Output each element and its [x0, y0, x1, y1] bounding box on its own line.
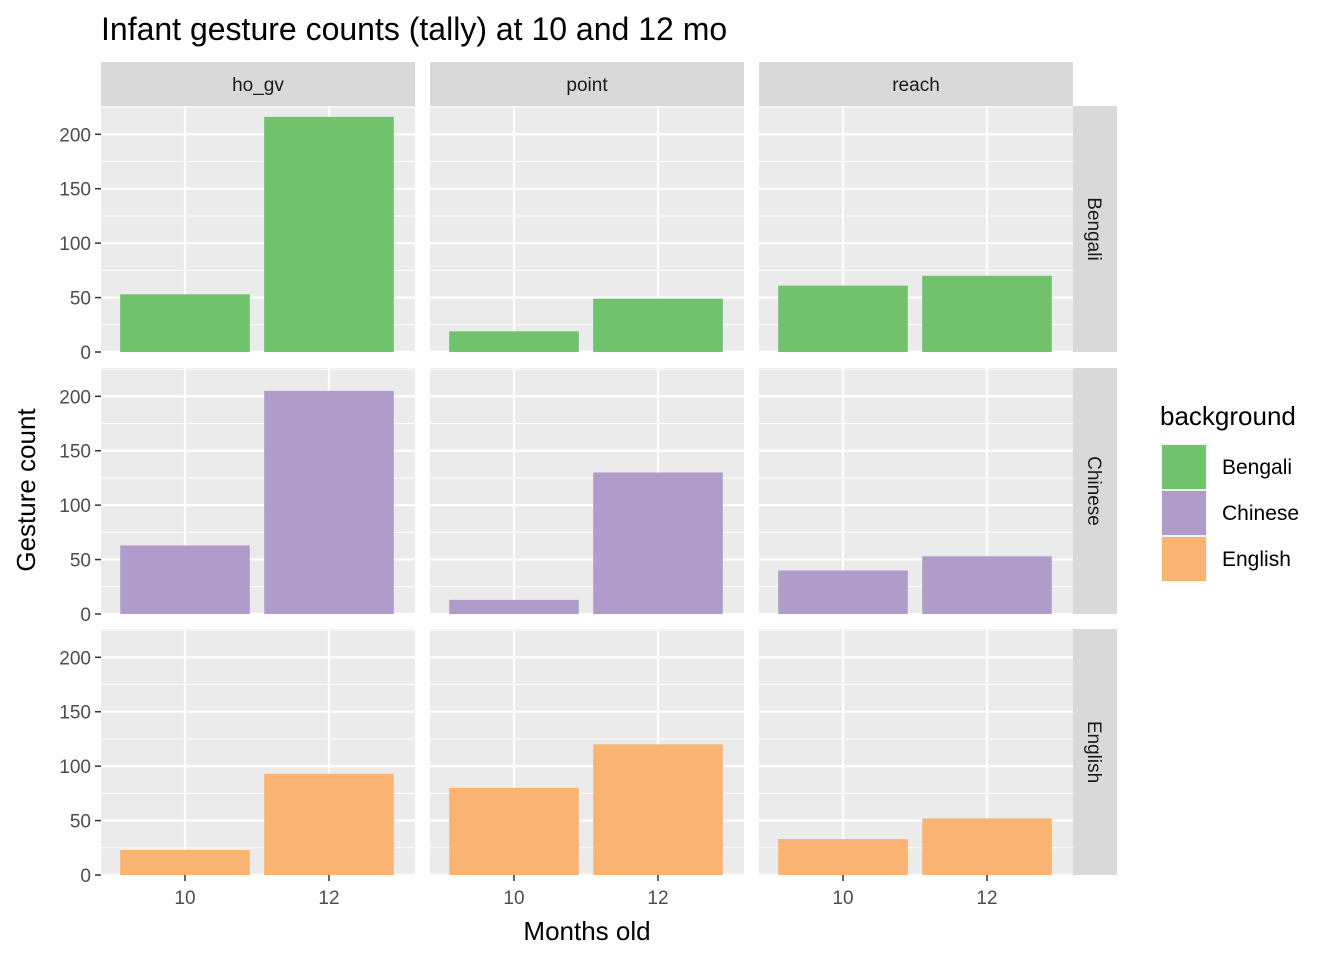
panel-chinese-reach: [759, 368, 1073, 616]
panel-chinese-ho-gv: [101, 368, 415, 616]
y-tick-label: 150: [59, 703, 91, 724]
bar-chinese-point-12: [593, 472, 723, 614]
strip-label-english: English: [1083, 721, 1104, 783]
x-axis-title: Months old: [523, 916, 650, 946]
bar-english-reach-10: [778, 839, 908, 875]
x-tick-label: 12: [976, 888, 997, 909]
bar-bengali-point-12: [593, 298, 723, 352]
bar-bengali-ho-gv-12: [264, 116, 394, 353]
legend-swatch-chinese: [1162, 491, 1206, 535]
y-tick-label: 0: [80, 605, 91, 626]
bar-bengali-ho-gv-10: [120, 294, 250, 352]
strip-bengali: [1073, 106, 1117, 352]
strip-label-ho_gv: ho_gv: [232, 75, 284, 96]
bar-english-point-12: [593, 744, 723, 875]
bar-bengali-point-10: [449, 331, 579, 352]
legend-swatch-english: [1162, 537, 1206, 581]
panel-english-reach: [759, 629, 1073, 877]
bar-english-point-10: [449, 787, 579, 875]
chart-title: Infant gesture counts (tally) at 10 and …: [101, 11, 727, 47]
legend: background Bengali Chinese English: [1160, 401, 1299, 582]
y-tick-label: 100: [59, 496, 91, 517]
y-tick-label: 50: [70, 551, 91, 572]
panel-english-ho-gv: [101, 629, 415, 877]
bar-chinese-ho-gv-10: [120, 545, 250, 614]
strip-chinese: [1073, 368, 1117, 614]
bar-chinese-reach-12: [922, 556, 1052, 614]
panel-chinese-point: [430, 368, 744, 616]
x-tick-label: 12: [647, 888, 668, 909]
strip-label-chinese: Chinese: [1083, 456, 1104, 526]
strip-point: [430, 62, 744, 106]
strip-label-bengali: Bengali: [1083, 197, 1104, 260]
y-tick-label: 100: [59, 757, 91, 778]
y-tick-label: 100: [59, 234, 91, 255]
strip-label-reach: reach: [892, 75, 940, 96]
y-tick-label: 200: [59, 387, 91, 408]
panel-english-point: [430, 629, 744, 877]
strip-english: [1073, 629, 1117, 875]
y-tick-label: 50: [70, 289, 91, 310]
panel-bengali-point: [430, 106, 744, 354]
y-tick-label: 50: [70, 812, 91, 833]
y-axis-title: Gesture count: [11, 408, 41, 572]
y-tick-label: 0: [80, 866, 91, 887]
bar-bengali-reach-12: [922, 275, 1052, 352]
x-tick-label: 12: [318, 888, 339, 909]
strip-label-point: point: [566, 75, 608, 96]
panel-bengali-reach: [759, 106, 1073, 354]
bar-chinese-point-10: [449, 599, 579, 614]
x-tick-label: 10: [174, 888, 195, 909]
y-tick-label: 150: [59, 180, 91, 201]
bar-english-ho-gv-10: [120, 849, 250, 875]
legend-label-english: English: [1222, 548, 1291, 571]
bar-bengali-reach-10: [778, 285, 908, 352]
legend-swatch-bengali: [1162, 445, 1206, 489]
bar-english-ho-gv-12: [264, 773, 394, 875]
strip-reach: [759, 62, 1073, 106]
y-tick-label: 150: [59, 442, 91, 463]
panels-layer: ho_gv point reach Bengali Chinese English 0 50 1…: [59, 62, 1117, 909]
bar-chinese-reach-10: [778, 570, 908, 614]
y-tick-label: 200: [59, 648, 91, 669]
legend-title: background: [1160, 401, 1296, 431]
x-tick-label: 10: [832, 888, 853, 909]
y-tick-label: 0: [80, 343, 91, 364]
legend-label-bengali: Bengali: [1222, 456, 1292, 479]
x-tick-label: 10: [503, 888, 524, 909]
bar-english-reach-12: [922, 818, 1052, 875]
bar-chinese-ho-gv-12: [264, 390, 394, 614]
strip-ho_gv: [101, 62, 415, 106]
y-tick-label: 200: [59, 125, 91, 146]
panel-bengali-ho-gv: [101, 106, 415, 354]
legend-label-chinese: Chinese: [1222, 502, 1299, 525]
